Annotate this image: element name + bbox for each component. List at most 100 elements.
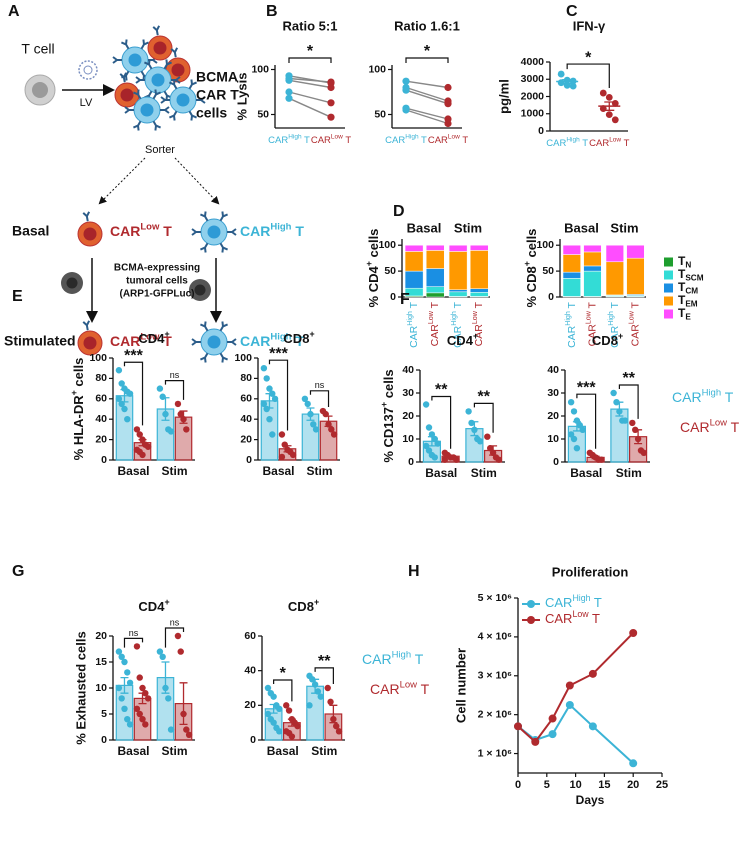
- y-tick-label: 4 × 10⁶: [478, 631, 512, 643]
- y-tick-label: 40: [244, 664, 256, 676]
- data-point: [124, 416, 131, 423]
- error-bar: [161, 661, 170, 694]
- bar-segment: [605, 244, 624, 263]
- bar-segment: [404, 251, 424, 272]
- x-tick-label: CARLow T: [627, 301, 641, 346]
- chart-title: CD8+​: [592, 331, 623, 348]
- data-point: [115, 684, 123, 692]
- data-point: [441, 456, 449, 463]
- data-point: [270, 693, 277, 700]
- y-tick-label: 100: [368, 63, 386, 75]
- pair-line: [405, 89, 449, 105]
- y-tick-label: 100: [251, 63, 269, 75]
- legend-marker: [527, 600, 535, 608]
- data-point: [156, 385, 164, 392]
- panel-letter: F: [400, 291, 410, 308]
- error-bar: [283, 445, 292, 453]
- y-tick-label: 40: [547, 364, 559, 376]
- data-point: [283, 702, 290, 709]
- bar-segment: [469, 292, 489, 297]
- legend-swatch: [664, 309, 673, 319]
- data-point: [264, 684, 272, 692]
- data-point: [570, 435, 578, 443]
- data-point: [136, 674, 143, 681]
- significance-label: **: [318, 653, 331, 670]
- data-point: [565, 681, 574, 690]
- legend-label: TEM​: [678, 293, 698, 309]
- t-cell-label: T cell: [21, 41, 54, 57]
- x-tick-label: Stim: [161, 744, 187, 758]
- x-tick-label: CARHigh T: [546, 136, 588, 148]
- error-bar: [269, 703, 278, 714]
- y-tick-label: 5: [101, 708, 107, 720]
- data-point: [569, 82, 577, 90]
- significance-label: ***: [124, 347, 143, 364]
- y-tick-label: 10: [402, 433, 414, 445]
- x-tick-label: Stim: [306, 464, 332, 478]
- y-tick-label: 10: [547, 433, 559, 445]
- data-point: [557, 79, 565, 87]
- significance-bracket: [273, 679, 293, 702]
- error-bar: [615, 401, 624, 417]
- data-point: [557, 70, 565, 78]
- data-point: [115, 395, 123, 402]
- significance-label: **: [435, 382, 448, 399]
- chart-title: Proliferation: [552, 564, 629, 579]
- significance-bracket: [618, 384, 639, 419]
- y-tick-label: 1000: [521, 108, 545, 120]
- data-point: [260, 400, 268, 408]
- data-point: [278, 453, 286, 461]
- data-point: [444, 100, 452, 108]
- pair-line: [405, 109, 449, 125]
- y-tick-label: 20: [95, 630, 107, 642]
- data-point: [174, 400, 182, 408]
- data-point: [402, 106, 410, 114]
- x-tick-label: CARHigh T: [385, 133, 427, 145]
- bar-segment: [583, 244, 602, 253]
- data-point: [548, 730, 557, 739]
- bar-segment: [626, 244, 645, 259]
- y-tick-label: 0: [390, 291, 396, 303]
- data-point: [317, 693, 324, 700]
- data-point: [579, 426, 586, 433]
- data-point: [285, 94, 293, 102]
- y-tick-label: 60: [240, 393, 252, 405]
- car-high-label: CARHigh T: [240, 331, 304, 349]
- x-tick-label: Basal: [425, 466, 457, 480]
- data-point: [573, 445, 581, 452]
- data-point: [610, 389, 617, 397]
- panel-letter: E: [12, 288, 23, 305]
- significance-label: ns: [170, 617, 180, 627]
- bar-segment: [425, 244, 445, 251]
- significance-label: **: [623, 370, 636, 387]
- y-tick-label: 10: [95, 682, 107, 694]
- legend-label: CARLow T: [370, 679, 430, 697]
- chart-title: CD4+​: [138, 597, 169, 614]
- car-high-cell: [192, 321, 236, 362]
- y-tick-label: 0: [246, 454, 252, 466]
- panel-letter: A: [8, 3, 20, 20]
- error-bar: [591, 455, 600, 460]
- error-bar: [562, 78, 573, 85]
- data-point: [183, 426, 190, 433]
- data-point: [126, 390, 134, 397]
- group-header: Basal: [407, 220, 442, 235]
- data-point: [301, 395, 309, 402]
- data-point: [306, 702, 313, 709]
- data-point: [142, 721, 149, 728]
- significance-bracket: [123, 361, 144, 426]
- data-point: [118, 653, 125, 660]
- data-point: [183, 726, 190, 733]
- significance-bracket: [314, 667, 334, 684]
- data-point: [629, 419, 636, 427]
- y-tick-label: 3000: [521, 73, 545, 85]
- error-bar: [161, 397, 170, 421]
- data-point: [330, 431, 338, 438]
- data-point: [139, 451, 146, 459]
- error-bar: [179, 682, 188, 726]
- significance-bracket: [473, 402, 494, 433]
- y-tick-label: 5 × 10⁶: [478, 592, 512, 604]
- data-point: [115, 648, 123, 655]
- data-point: [327, 78, 335, 86]
